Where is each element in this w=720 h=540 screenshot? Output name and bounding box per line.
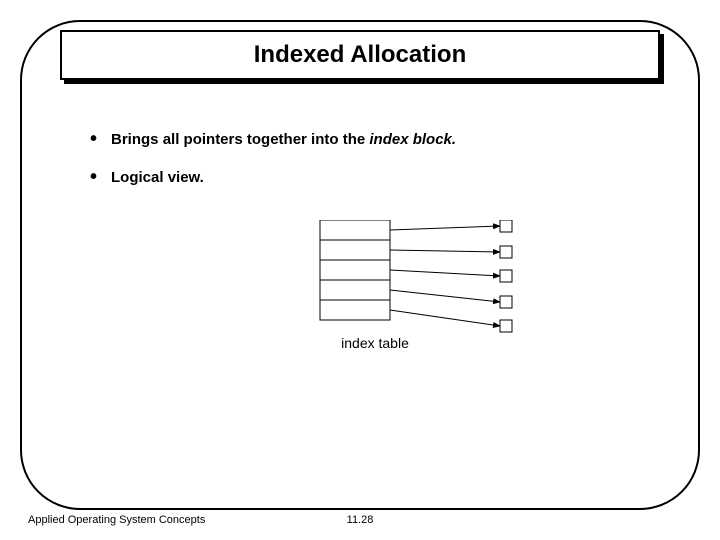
svg-text:index table: index table bbox=[341, 335, 409, 351]
bullet-marker: • bbox=[90, 130, 97, 148]
bullet-text: Logical view. bbox=[111, 168, 204, 188]
index-diagram: index table bbox=[300, 220, 550, 400]
footer-center: 11.28 bbox=[0, 514, 720, 526]
bullet-text: Brings all pointers together into the in… bbox=[111, 130, 456, 150]
bullet-item: • Logical view. bbox=[90, 168, 650, 188]
bullet-text-plain: Logical view. bbox=[111, 169, 204, 186]
bullet-text-italic: index block. bbox=[369, 131, 456, 148]
bullet-item: • Brings all pointers together into the … bbox=[90, 130, 650, 150]
slide-title: Indexed Allocation bbox=[254, 41, 466, 69]
title-box: Indexed Allocation bbox=[60, 30, 660, 80]
bullet-list: • Brings all pointers together into the … bbox=[90, 130, 650, 206]
bullet-text-plain: Brings all pointers together into the bbox=[111, 131, 369, 148]
bullet-marker: • bbox=[90, 168, 97, 186]
diagram-svg: index table bbox=[300, 220, 550, 400]
